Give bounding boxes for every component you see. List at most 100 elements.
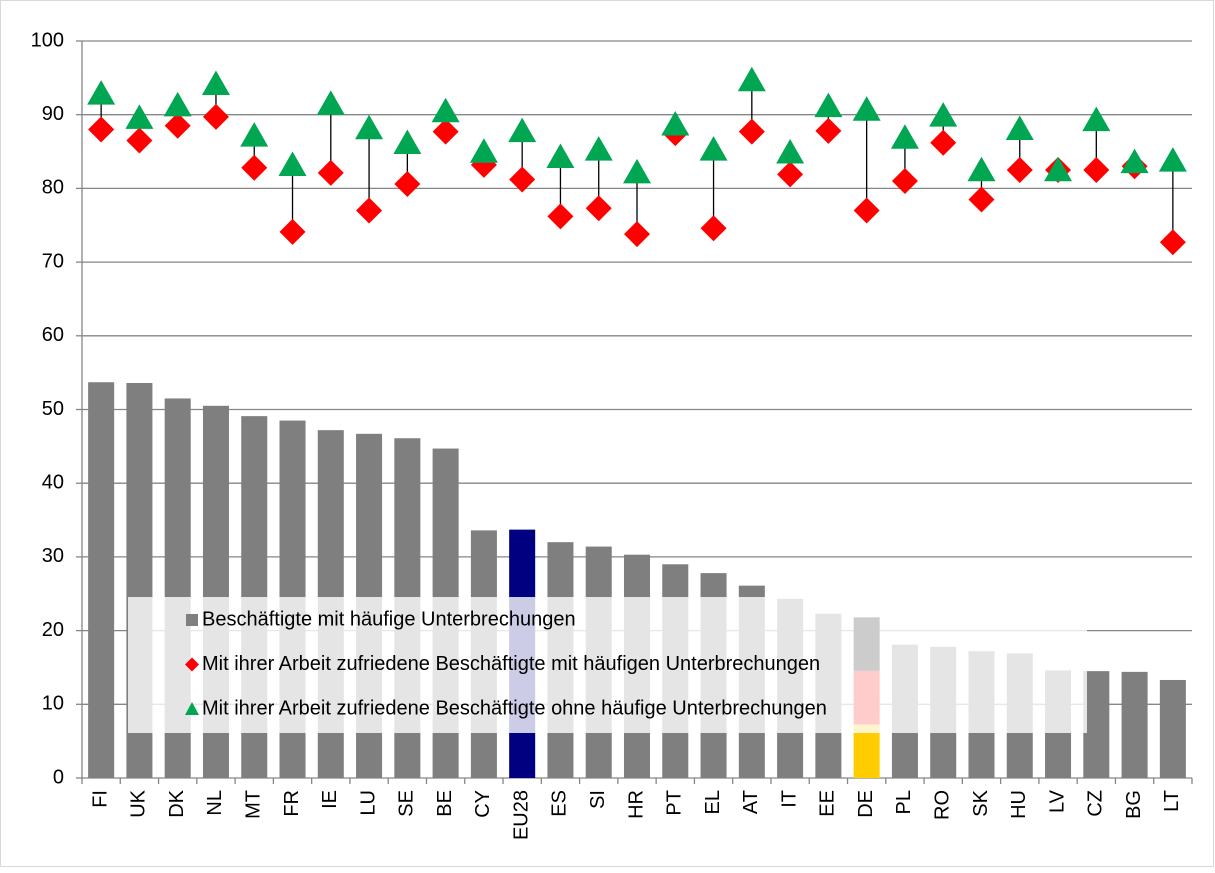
diamond-marker [164,112,191,139]
x-tick-label: PL [893,790,915,814]
y-tick-label: 70 [42,250,64,272]
triangle-marker [776,139,805,164]
triangle-marker [699,136,728,161]
y-tick-label: 40 [42,471,64,493]
x-tick-label: DK [166,789,188,817]
x-tick-label: SK [970,789,992,816]
diamond-marker [815,117,842,144]
triangle-marker [469,138,498,163]
x-tick-label: CZ [1085,790,1107,817]
legend-swatch [185,657,199,672]
x-tick-label: HR [625,790,647,819]
x-tick-label: NL [204,790,226,816]
x-tick-label: UK [128,789,150,817]
y-tick-label: 90 [42,103,64,125]
diamond-marker [126,127,153,154]
triangle-marker [125,104,154,129]
x-tick-label: BG [1123,790,1145,819]
diamond-marker [891,168,918,195]
y-tick-label: 50 [42,398,64,420]
legend-swatch [185,702,199,715]
diamond-marker [624,221,650,248]
x-tick-label: EL [702,790,724,814]
triangle-marker [814,92,843,118]
triangle-marker [546,143,575,168]
triangle-marker [737,66,766,92]
legend-label: Mit ihrer Arbeit zufriedene Beschäftigte… [202,697,827,719]
bar [1159,679,1186,778]
diamond-marker [279,218,306,245]
triangle-marker [967,156,996,182]
bar-fill [1159,679,1186,778]
diamond-marker [88,116,115,143]
legend-label: Mit ihrer Arbeit zufriedene Beschäftigte… [202,653,820,675]
diamond-marker [394,170,421,197]
legend-label: Beschäftigte mit häufige Unterbrechungen [202,608,576,630]
x-tick-label: RO [931,790,953,820]
bar [1121,671,1148,778]
y-tick-label: 60 [42,324,64,346]
triangle-marker [431,97,460,123]
x-tick-label: DE [855,790,877,818]
x-tick-label: LT [1161,790,1183,812]
y-tick-label: 30 [42,545,64,567]
bar-fill [1083,671,1110,778]
x-tick-label: EU28 [510,790,532,840]
diamond-marker [241,154,268,181]
triangle-marker [163,91,192,117]
x-tick-label: FI [89,790,111,808]
triangle-marker [278,151,307,177]
diamond-marker [1083,156,1110,183]
x-tick-label: PT [664,790,686,816]
x-tick-label: HU [1008,790,1030,819]
diamond-marker [1159,229,1186,256]
triangle-marker [852,96,881,121]
legend-box [128,597,1087,733]
triangle-marker [1158,147,1187,172]
legend-swatch [186,614,198,626]
bar [88,382,115,778]
diamond-marker [356,197,383,224]
diamond-marker [509,166,536,193]
x-tick-label: BE [434,790,456,817]
y-tick-label: 10 [42,693,64,715]
triangle-marker [1082,106,1111,132]
bar-fill [88,382,115,778]
x-tick-label: FR [281,790,303,817]
bar [1083,671,1110,778]
triangle-marker [623,158,651,184]
triangle-marker [1044,156,1073,182]
x-tick-label: IE [319,790,341,809]
y-tick-label: 20 [42,619,64,641]
x-tick-label: EE [817,790,839,817]
diamond-marker [317,159,344,186]
diamond-marker [930,129,957,156]
diamond-marker [1006,156,1033,183]
y-tick-label: 80 [42,177,64,199]
x-tick-label: ES [549,790,571,817]
x-tick-label: IT [778,790,800,808]
x-tick-label: SI [587,790,609,809]
triangle-marker [240,122,269,147]
x-tick-label: SE [396,790,418,817]
diamond-marker [853,197,880,224]
triangle-marker [890,124,919,149]
bar-fill [1121,671,1148,778]
x-tick-label: LU [357,790,379,816]
triangle-marker [355,114,384,140]
triangle-marker [201,70,230,95]
y-tick-label: 0 [53,766,64,788]
x-tick-label: LV [1046,789,1068,813]
x-tick-label: CY [472,790,494,818]
triangle-marker [1005,115,1034,140]
diamond-marker [202,103,229,130]
triangle-marker [584,136,613,161]
diamond-marker [968,186,995,213]
diamond-marker [585,195,612,222]
triangle-marker [661,111,690,136]
x-tick-label: AT [740,790,762,814]
diamond-marker [777,161,804,188]
x-tick-label: MT [243,790,265,819]
diamond-marker [547,203,574,230]
triangle-marker [87,80,116,105]
